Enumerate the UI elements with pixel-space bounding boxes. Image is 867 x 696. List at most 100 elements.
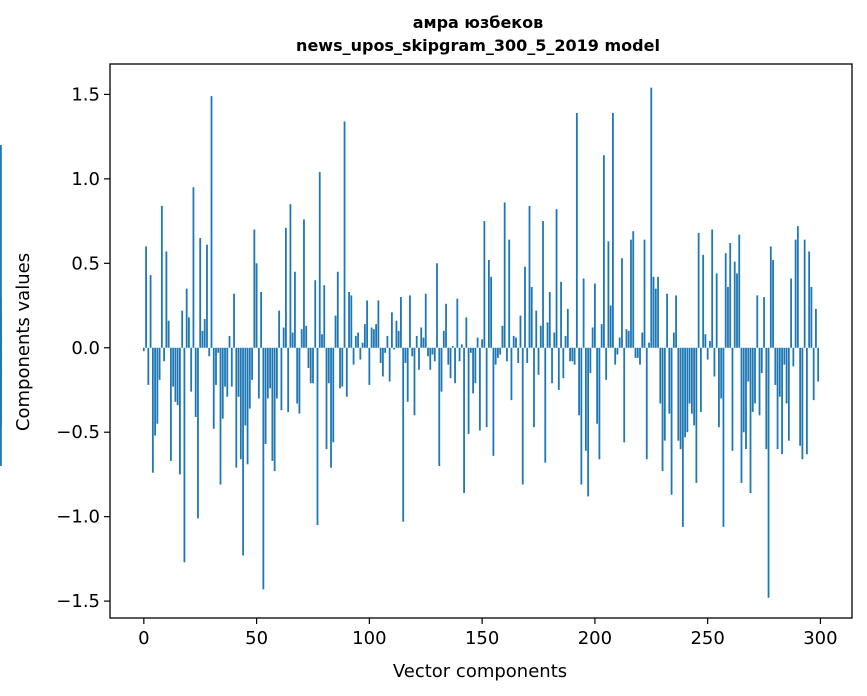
bar (314, 280, 317, 348)
bar (160, 205, 163, 348)
x-tick-label: 100 (352, 628, 386, 649)
bar (325, 347, 328, 450)
bar (212, 347, 215, 429)
bar (255, 263, 258, 348)
bar (778, 347, 781, 397)
x-tick-label: 50 (245, 628, 268, 649)
bar (724, 253, 727, 348)
bar (151, 347, 154, 473)
bar (188, 317, 190, 348)
bar (711, 229, 714, 348)
bar (262, 347, 265, 590)
x-tick-label: 150 (465, 628, 499, 649)
bar (309, 347, 312, 384)
bar (179, 347, 181, 475)
bar (239, 347, 242, 460)
bar (573, 347, 576, 365)
bar (208, 347, 211, 357)
bar (0, 347, 2, 365)
bar (580, 347, 583, 485)
bar (654, 288, 657, 348)
bar (745, 347, 747, 450)
bar (156, 347, 159, 424)
bar (742, 347, 745, 433)
bar (808, 251, 811, 348)
bar (526, 347, 529, 363)
bar (785, 347, 788, 404)
bar (287, 347, 290, 412)
bar (497, 347, 499, 358)
bar (524, 266, 526, 348)
bar (409, 295, 411, 348)
bar (280, 347, 283, 411)
bar (350, 295, 353, 348)
bar (747, 347, 750, 382)
bar (361, 342, 364, 348)
bar (751, 347, 754, 412)
bar (566, 308, 569, 348)
bar (695, 347, 698, 483)
bar (781, 347, 783, 455)
bar (327, 347, 330, 384)
bar (469, 347, 472, 353)
bar (794, 239, 797, 348)
bar (253, 229, 256, 348)
y-axis-label: Components values (13, 253, 34, 431)
bar (321, 334, 323, 348)
bar (603, 155, 605, 348)
bar (269, 347, 272, 389)
bars-group (0, 87, 820, 598)
bar (632, 231, 635, 348)
bar (571, 347, 574, 362)
bar (316, 347, 319, 526)
x-ticks: 0 50 100 150 200 250 300 (138, 618, 838, 649)
bar (393, 347, 396, 350)
bar (190, 347, 193, 392)
bar (634, 347, 637, 358)
bar (386, 335, 389, 348)
bar (431, 347, 434, 355)
bar (690, 347, 693, 414)
bar (551, 347, 553, 384)
bar (799, 347, 802, 446)
bar (354, 335, 357, 348)
bar (776, 347, 779, 450)
bar (733, 261, 736, 348)
bar (630, 239, 632, 348)
bar (242, 347, 244, 556)
bar (154, 347, 156, 436)
bar (582, 278, 585, 348)
bar (447, 347, 450, 365)
bar (693, 347, 696, 426)
bar (740, 347, 743, 483)
bar (715, 273, 718, 348)
bar (0, 332, 2, 348)
plot-area-frame (109, 63, 853, 619)
bar (163, 347, 166, 362)
bar (704, 334, 707, 348)
bar (278, 310, 281, 348)
bar (142, 347, 145, 352)
bar (221, 347, 224, 419)
bar (176, 347, 179, 406)
bar (467, 347, 470, 434)
bar (499, 347, 502, 355)
bar (0, 145, 2, 348)
bar (528, 205, 531, 348)
bar (584, 347, 587, 451)
bar (812, 347, 815, 401)
bar (215, 347, 217, 385)
bar (368, 347, 371, 385)
bar (406, 347, 409, 402)
bar (415, 335, 418, 348)
bar (749, 347, 752, 494)
bar (533, 347, 535, 428)
bar (659, 347, 662, 404)
bar (758, 347, 761, 416)
bar (569, 347, 571, 362)
bar (796, 226, 799, 348)
bar (233, 293, 235, 348)
y-tick-label: −0.5 (56, 422, 100, 443)
bar (702, 254, 705, 348)
bar (332, 347, 335, 443)
